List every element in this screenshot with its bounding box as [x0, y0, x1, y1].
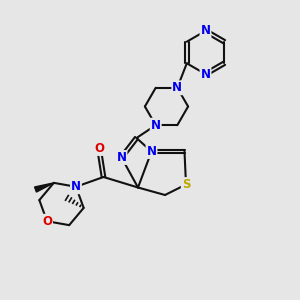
Text: N: N	[71, 180, 81, 193]
Text: S: S	[182, 178, 190, 191]
Text: N: N	[200, 68, 211, 81]
Polygon shape	[34, 183, 54, 192]
Text: O: O	[94, 142, 104, 155]
Text: N: N	[172, 81, 182, 94]
Text: N: N	[151, 119, 161, 132]
Text: N: N	[116, 151, 127, 164]
Text: N: N	[146, 145, 157, 158]
Text: N: N	[200, 24, 211, 38]
Text: O: O	[42, 215, 52, 228]
